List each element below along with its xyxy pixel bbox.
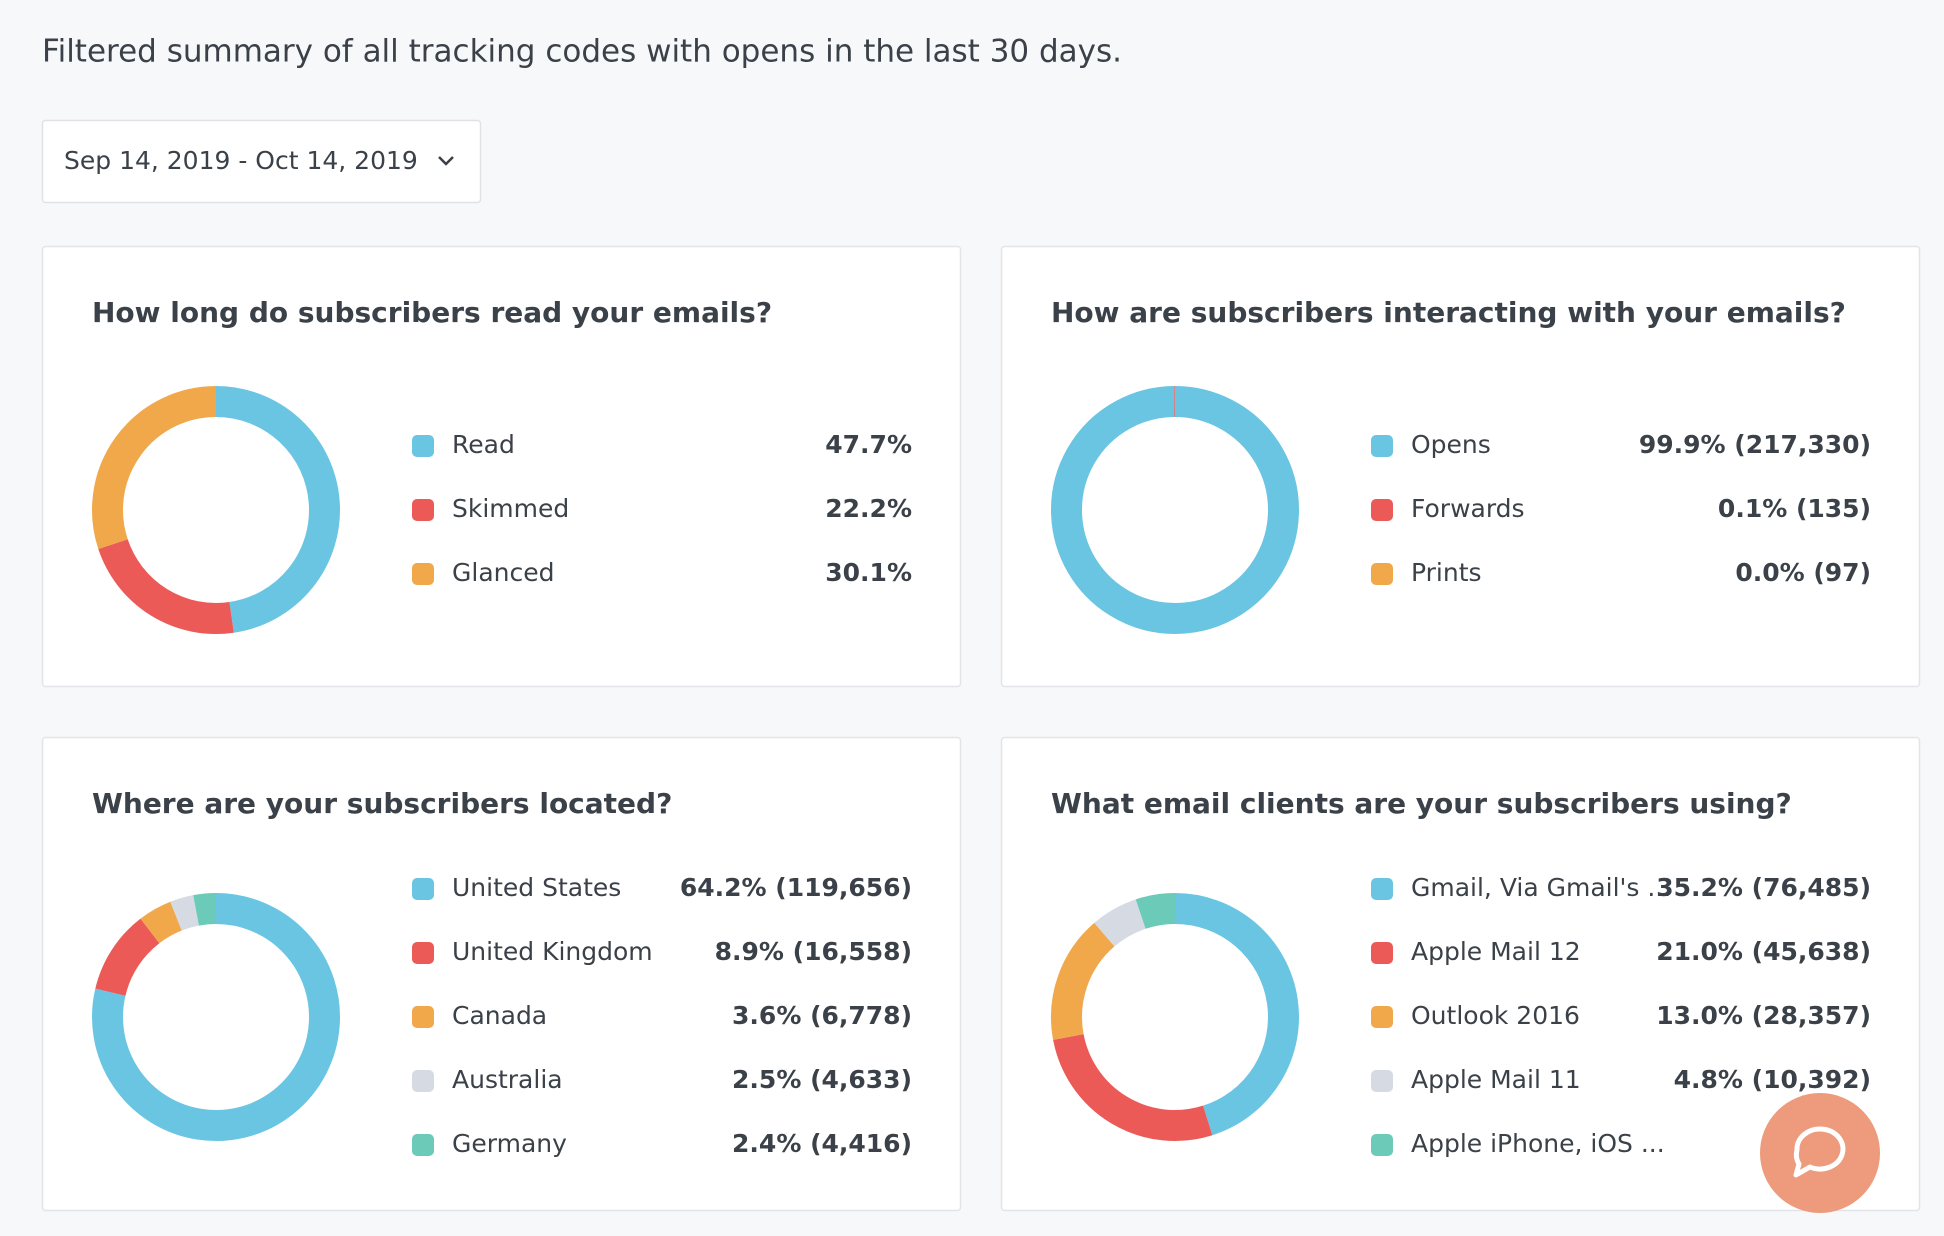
chat-icon	[1793, 1126, 1846, 1178]
donut-segment	[95, 918, 160, 997]
donut-segment	[1051, 386, 1299, 634]
legend-swatch	[412, 435, 434, 457]
donut-segment	[92, 893, 340, 1141]
legend-swatch	[412, 563, 434, 585]
date-range[interactable]: Sep 14, 2019 - Oct 14, 2019	[64, 146, 418, 175]
legend-swatch	[1371, 499, 1393, 521]
legend-value: 22.2%	[825, 494, 912, 523]
card-title: Where are your subscribers located?	[92, 787, 672, 820]
donut-segment	[140, 901, 183, 944]
donut-segment	[1135, 893, 1176, 929]
donut-segment	[98, 538, 234, 634]
legend-value: 21.0% (45,638)	[1656, 937, 1871, 966]
page-title: Filtered summary of all tracking codes w…	[42, 34, 1122, 70]
legend-label: Skimmed	[452, 494, 569, 523]
legend-label: Apple iPhone, iOS ...	[1411, 1129, 1665, 1158]
donut-segment	[1051, 922, 1115, 1040]
legend-label: Apple Mail 11	[1411, 1065, 1581, 1094]
legend-value: 99.9% (217,330)	[1639, 430, 1871, 459]
legend-value: 35.2% (76,485)	[1656, 873, 1871, 902]
legend-label: Read	[452, 430, 515, 459]
donut-segment	[1053, 1033, 1213, 1141]
legend-label: Gmail, Via Gmail's ...	[1411, 873, 1671, 902]
legend-swatch	[1371, 435, 1393, 457]
legend-swatch	[1371, 878, 1393, 900]
card-title: How long do subscribers read your emails…	[92, 296, 772, 329]
legend-swatch	[412, 942, 434, 964]
card	[1000, 245, 1921, 688]
legend-value: 47.7%	[825, 430, 912, 459]
legend-value: 4.8% (10,392)	[1674, 1065, 1871, 1094]
legend-swatch	[412, 878, 434, 900]
donut-segment	[1094, 899, 1147, 947]
legend-swatch	[1371, 1134, 1393, 1156]
legend-label: Australia	[452, 1065, 563, 1094]
chat-button-circle[interactable]	[1760, 1093, 1880, 1213]
date-dropdown[interactable]	[41, 119, 482, 204]
legend-value: 3.6% (6,778)	[732, 1001, 912, 1030]
card-title: How are subscribers interacting with you…	[1051, 296, 1846, 329]
legend-value: 64.2% (119,656)	[680, 873, 912, 902]
legend-label: Outlook 2016	[1411, 1001, 1580, 1030]
legend-label: Canada	[452, 1001, 547, 1030]
legend-value: 0.0% (97)	[1735, 558, 1871, 587]
legend-swatch	[412, 1134, 434, 1156]
legend-label: Germany	[452, 1129, 567, 1158]
legend-value: 8.9% (16,558)	[715, 937, 912, 966]
donut-segment	[215, 386, 340, 633]
legend-swatch	[412, 1006, 434, 1028]
legend-label: Glanced	[452, 558, 554, 587]
legend-label: United States	[452, 873, 621, 902]
donut-segment	[1174, 893, 1300, 1136]
legend-swatch	[1371, 942, 1393, 964]
legend-swatch	[1371, 1070, 1393, 1092]
donut-segment	[193, 893, 217, 926]
legend-swatch	[1371, 563, 1393, 585]
card-title: What email clients are your subscribers …	[1051, 787, 1792, 820]
card	[41, 245, 962, 688]
legend-swatch	[1371, 1006, 1393, 1028]
legend-label: United Kingdom	[452, 937, 653, 966]
legend-swatch	[412, 1070, 434, 1092]
legend-value: 13.0% (28,357)	[1656, 1001, 1871, 1030]
legend-label: Apple Mail 12	[1411, 937, 1581, 966]
legend-value: 2.4% (4,416)	[732, 1129, 912, 1158]
donut-segment	[92, 386, 217, 550]
legend-label: Opens	[1411, 430, 1491, 459]
legend-value: 0.1% (135)	[1718, 494, 1871, 523]
legend-value: 30.1%	[825, 558, 912, 587]
legend-label: Prints	[1411, 558, 1482, 587]
legend-swatch	[412, 499, 434, 521]
chevron-icon	[438, 156, 454, 166]
chat-button[interactable]	[1760, 1093, 1880, 1213]
donut-segment	[170, 895, 200, 931]
legend-label: Forwards	[1411, 494, 1525, 523]
legend-value: 2.5% (4,633)	[732, 1065, 912, 1094]
